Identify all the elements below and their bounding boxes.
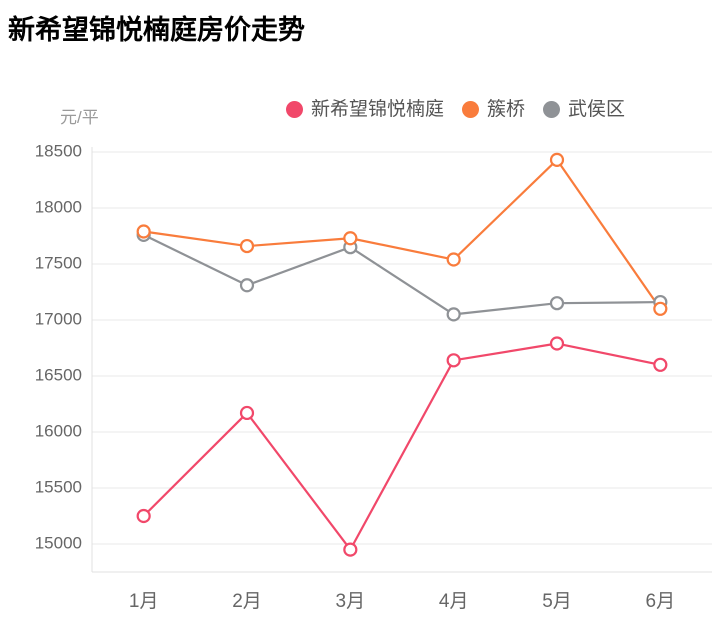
data-point-marker[interactable] [136, 508, 151, 524]
data-point-marker[interactable] [653, 301, 668, 316]
y-tick-label: 17000 [35, 309, 82, 328]
data-point-marker[interactable] [446, 252, 461, 267]
data-point-marker[interactable] [136, 224, 151, 239]
chart-legend: 新希望锦悦楠庭 簇桥 武侯区 [286, 100, 625, 119]
data-point-marker[interactable] [549, 336, 565, 351]
data-point-marker[interactable] [239, 238, 255, 254]
y-tick-label: 18000 [35, 197, 82, 216]
data-point-marker[interactable] [653, 357, 668, 372]
legend-dot-icon-0 [286, 101, 303, 118]
legend-label-2: 武侯区 [568, 99, 626, 120]
y-tick-label: 18500 [35, 141, 82, 160]
data-point-marker[interactable] [239, 278, 255, 293]
page-title: 新希望锦悦楠庭房价走势 [8, 15, 305, 45]
x-tick-label: 2月 [232, 591, 262, 612]
x-tick-label: 3月 [336, 591, 366, 612]
x-tick-label: 6月 [646, 591, 676, 612]
legend-dot-icon-2 [543, 101, 561, 118]
x-tick-label: 1月 [129, 591, 159, 612]
data-point-marker[interactable] [549, 296, 565, 311]
legend-label-0: 新希望锦悦楠庭 [311, 99, 445, 120]
data-point-marker[interactable] [343, 231, 358, 246]
data-point-marker[interactable] [446, 307, 461, 322]
legend-item-2[interactable]: 武侯区 [543, 100, 625, 119]
series-line-2 [142, 233, 662, 316]
data-point-marker[interactable] [239, 405, 255, 421]
legend-label-1: 簇桥 [487, 99, 526, 120]
x-tick-label: 5月 [542, 591, 572, 612]
data-point-marker[interactable] [343, 542, 358, 557]
data-point-marker[interactable] [446, 353, 461, 368]
legend-item-1[interactable]: 簇桥 [462, 100, 525, 119]
series-line-1 [142, 158, 662, 310]
series-line-0 [142, 342, 662, 551]
y-axis-unit-label: 元/平 [60, 108, 99, 127]
legend-item-0[interactable]: 新希望锦悦楠庭 [286, 100, 444, 119]
y-tick-label: 15500 [35, 477, 82, 496]
y-tick-label: 16000 [35, 421, 82, 440]
data-point-marker[interactable] [549, 152, 565, 167]
y-tick-label: 17500 [35, 253, 82, 272]
legend-dot-icon-1 [462, 101, 480, 118]
y-tick-label: 16500 [35, 365, 82, 384]
x-tick-label: 4月 [439, 591, 469, 612]
y-tick-label: 15000 [35, 533, 82, 552]
